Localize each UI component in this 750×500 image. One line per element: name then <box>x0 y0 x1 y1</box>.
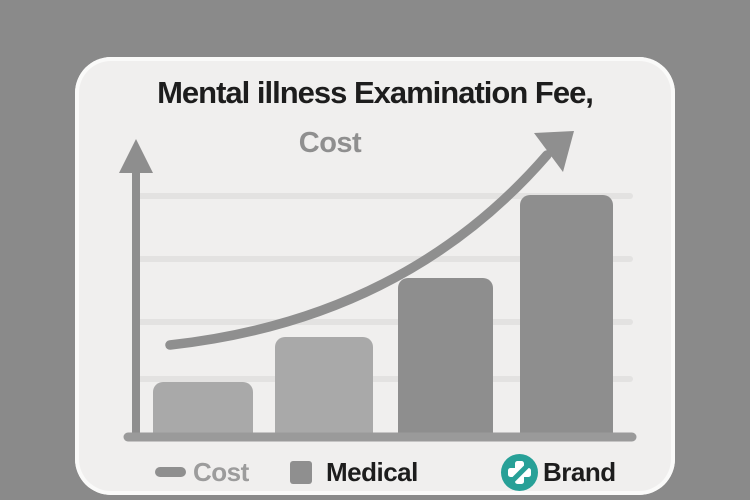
chart-legend: Cost Medical Brand <box>75 451 675 493</box>
legend-item-medical: Medical <box>290 451 418 493</box>
bar-3 <box>398 278 493 433</box>
legend-label-medical: Medical <box>326 456 418 487</box>
bar-2 <box>275 337 373 433</box>
medical-square-swatch-icon <box>290 460 312 484</box>
legend-label-brand: Brand <box>543 456 616 487</box>
legend-item-brand: Brand <box>501 451 616 493</box>
legend-label-cost: Cost <box>193 456 249 487</box>
bar-1 <box>153 382 253 433</box>
brand-medical-cross-icon <box>501 453 538 491</box>
chart-title: Mental illness Examination Fee, <box>157 75 594 110</box>
bar-4 <box>520 195 613 433</box>
legend-item-cost: Cost <box>155 451 249 493</box>
cost-bar-swatch-icon <box>155 467 186 477</box>
chart-card: Mental illness Examination Fee, Cost Cos… <box>75 57 675 495</box>
bars-container <box>75 57 675 495</box>
